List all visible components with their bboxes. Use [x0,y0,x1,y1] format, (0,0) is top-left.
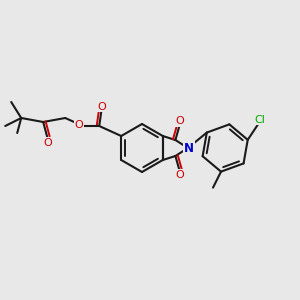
Text: O: O [98,101,106,112]
Text: Cl: Cl [254,115,265,125]
Text: O: O [75,120,84,130]
Text: O: O [175,170,184,180]
Text: N: N [184,142,194,154]
Text: O: O [44,138,52,148]
Text: O: O [175,116,184,126]
